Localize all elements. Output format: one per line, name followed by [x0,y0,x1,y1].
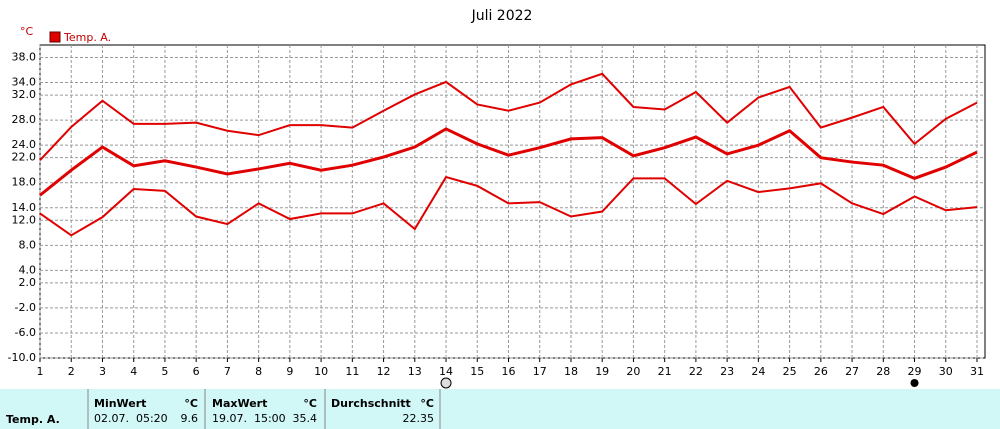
x-tick-label: 2 [68,365,75,378]
range-handle [440,377,452,389]
x-tick-label: 8 [255,365,262,378]
x-tick-label: 19 [595,365,609,378]
x-tick-label: 6 [193,365,200,378]
y-tick-label: 18.0 [12,176,37,189]
x-tick-label: 22 [689,365,703,378]
plot-frame [39,44,986,359]
y-tick-label: 32.0 [12,88,37,101]
x-tick-label: 14 [439,365,453,378]
y-tick-label: 34.0 [12,76,37,89]
stats-bar [0,389,1000,429]
chart-title: Juli 2022 [471,8,533,24]
y-tick-label: 28.0 [12,113,37,126]
x-tick-label: 28 [876,365,890,378]
legend-label: Temp. A. [63,31,111,44]
stats-value: 9.6 [181,412,199,425]
y-tick-label: 22.0 [12,151,37,164]
x-tick-label: 11 [345,365,359,378]
x-tick-label: 13 [408,365,422,378]
stats-time: 19.07. 15:00 [212,412,286,425]
x-tick-label: 16 [502,365,516,378]
x-tick-label: 24 [751,365,765,378]
x-tick-label: 4 [130,365,137,378]
y-tick-label: 8.0 [19,238,37,251]
stats-unit: °C [303,397,317,410]
x-tick-label: 25 [783,365,797,378]
series-line [39,127,978,197]
y-tick-label: 38.0 [12,51,37,64]
x-tick-label: 12 [377,365,391,378]
y-tick-label: -10.0 [8,351,36,364]
stats-header: MaxWert [212,397,267,410]
x-tick-label: 23 [720,365,734,378]
y-tick-label: 4.0 [19,263,37,276]
range-handle [910,379,919,387]
stats-separators [87,389,441,429]
x-tick-label: 9 [286,365,293,378]
series-line [39,72,978,161]
x-tick-label: 3 [99,365,106,378]
x-tick-label: 18 [564,365,578,378]
stats-row-label: Temp. A. [6,413,60,426]
x-tick-label: 10 [314,365,328,378]
x-tick-label: 1 [37,365,44,378]
stats-value: 22.35 [403,412,435,425]
y-tick-label: -2.0 [15,301,36,314]
x-tick-label: 21 [658,365,672,378]
x-tick-label: 20 [626,365,640,378]
x-tick-label: 31 [970,365,984,378]
y-tick-label: -6.0 [15,326,36,339]
x-tick-label: 15 [470,365,484,378]
stats-value: 35.4 [293,412,318,425]
x-tick-label: 17 [533,365,547,378]
x-tick-label: 26 [814,365,828,378]
y-tick-label: 14.0 [12,201,37,214]
stats-unit: °C [420,397,434,410]
series-line [39,175,978,237]
x-tick-label: 27 [845,365,859,378]
y-tick-label: 2.0 [19,276,37,289]
legend-swatch [49,31,61,43]
stats-header: MinWert [94,397,146,410]
stats-time: 02.07. 05:20 [94,412,168,425]
stats-unit: °C [184,397,198,410]
x-tick-label: 30 [939,365,953,378]
x-tick-label: 7 [224,365,231,378]
x-tick-label: 5 [161,365,168,378]
y-unit: °C [20,25,34,38]
y-tick-label: 24.0 [12,138,37,151]
y-tick-label: 12.0 [12,213,37,226]
stats-header: Durchschnitt [331,397,411,410]
x-tick-label: 29 [908,365,922,378]
